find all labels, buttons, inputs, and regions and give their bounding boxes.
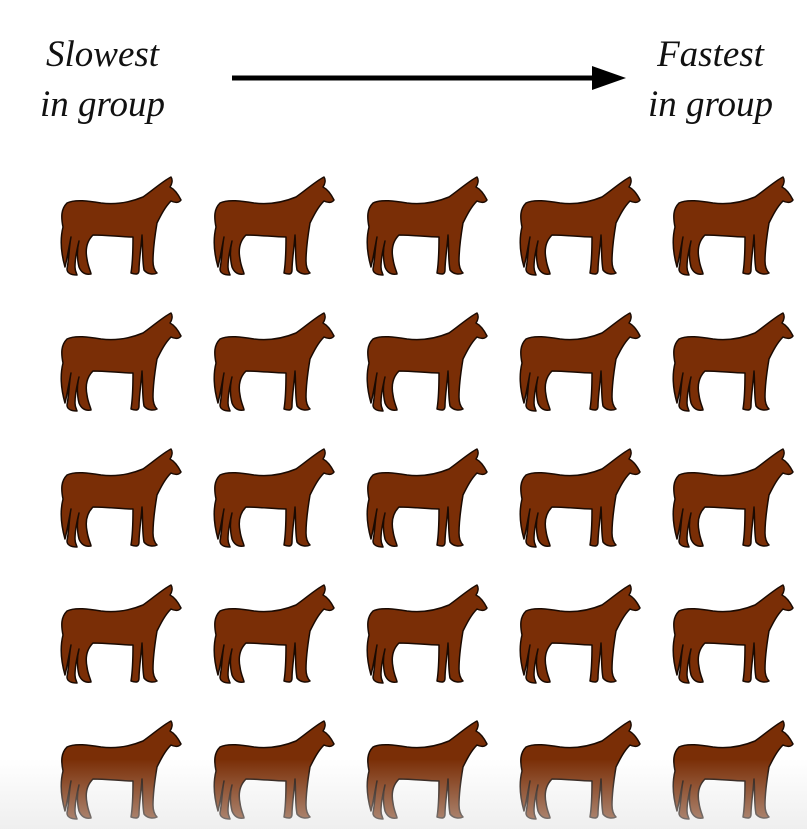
horse-icon (60, 720, 182, 820)
horse-icon (366, 720, 488, 820)
horse-icon (60, 448, 182, 548)
horse-icon (672, 312, 794, 412)
slowest-label: Slowest in group (40, 30, 165, 130)
horse-icon (213, 312, 335, 412)
horse-icon (366, 176, 488, 276)
horse-icon (366, 448, 488, 548)
horse-icon (519, 584, 641, 684)
slowest-label-line-1: Slowest (46, 34, 160, 75)
fastest-label-line-1: Fastest (657, 34, 764, 75)
horse-icon (672, 720, 794, 820)
horse-icon (213, 720, 335, 820)
horse-icon (672, 584, 794, 684)
horse-icon (366, 312, 488, 412)
horse-icon (519, 448, 641, 548)
arrow-right-icon (232, 66, 626, 90)
horse-icon (519, 720, 641, 820)
horse-icon (213, 448, 335, 548)
horse-icon (60, 176, 182, 276)
horse-icon (60, 584, 182, 684)
horse-icon (519, 176, 641, 276)
horse-icon (213, 584, 335, 684)
horse-icon (60, 312, 182, 412)
horse-icon (519, 312, 641, 412)
slowest-label-line-2: in group (40, 84, 166, 125)
horse-icon (366, 584, 488, 684)
fastest-label: Fastest in group (648, 30, 773, 130)
horse-icon (672, 176, 794, 276)
horse-icon (672, 448, 794, 548)
horse-icon (213, 176, 335, 276)
fastest-label-line-2: in group (648, 84, 774, 125)
